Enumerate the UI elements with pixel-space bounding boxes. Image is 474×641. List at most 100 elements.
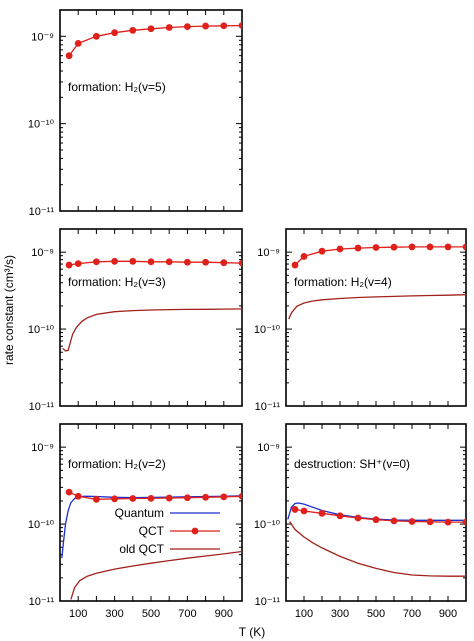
series-qct (65, 257, 242, 269)
data-point (147, 258, 155, 266)
panel-annotation: formation: H₂(v=5) (68, 80, 166, 94)
data-point (65, 52, 73, 60)
panel-annotation: formation: H₂(v=3) (68, 275, 166, 289)
series-qct (65, 22, 242, 60)
series-old-qct (70, 550, 242, 600)
data-point (202, 22, 210, 30)
series-qct (291, 243, 466, 269)
data-point (93, 495, 100, 503)
data-point (238, 492, 242, 500)
data-point (129, 26, 137, 34)
y-tick-label: 10⁻¹¹ (29, 596, 55, 608)
data-point (111, 29, 118, 37)
x-tick-label: 900 (439, 608, 457, 620)
y-tick-label: 10⁻¹¹ (255, 401, 281, 413)
x-tick-label: 700 (178, 608, 196, 620)
x-tick-label: 100 (295, 608, 313, 620)
panel-annotation: formation: H₂(v=2) (68, 457, 166, 471)
panel-h2v2: 10⁻⁹ 10⁻¹⁰ 10⁻¹¹ 100 300 500 700 900 formation: … (28, 423, 243, 620)
panel-h2v4: 10⁻⁹ 10⁻¹⁰ 10⁻¹¹ formation: H₂(v=4) (254, 228, 467, 413)
data-point (300, 253, 308, 260)
legend-label: QCT (139, 524, 165, 538)
plot-frame (285, 228, 467, 407)
data-point (462, 243, 466, 251)
panel-h2v5: 10⁻⁹ 10⁻¹⁰ 10⁻¹¹ formation: H₂(v=5) (28, 9, 243, 218)
data-point (129, 257, 137, 265)
data-point (372, 516, 380, 524)
data-point (111, 495, 118, 503)
data-point (426, 518, 434, 526)
y-axis-label: rate constant (cm³/s) (2, 255, 16, 365)
data-point (318, 509, 326, 517)
data-point (93, 32, 100, 40)
data-point (390, 243, 398, 251)
legend-marker (191, 527, 199, 535)
data-point (291, 261, 299, 269)
x-tick-label: 300 (105, 608, 123, 620)
series-line (288, 294, 466, 320)
y-tick-label: 10⁻¹⁰ (254, 324, 281, 336)
data-point (336, 245, 344, 253)
series-line (289, 521, 466, 577)
series-old-qct (288, 294, 466, 320)
data-point (372, 244, 380, 251)
series-line (68, 24, 242, 57)
data-point (184, 23, 191, 31)
data-point (147, 494, 155, 502)
data-point (220, 22, 228, 30)
legend-label: old QCT (119, 542, 164, 556)
data-point (354, 514, 362, 522)
data-point (408, 518, 416, 525)
data-point (354, 244, 362, 252)
panel-annotation: formation: H₂(v=4) (294, 275, 392, 289)
data-point (220, 493, 228, 501)
data-point (111, 257, 118, 265)
series-line (70, 550, 242, 600)
data-point (93, 258, 100, 266)
series-line (62, 308, 242, 352)
data-point (129, 495, 137, 502)
data-point (336, 512, 344, 520)
panel-annotation: destruction: SH⁺(v=0) (294, 457, 410, 471)
data-point (390, 517, 398, 525)
y-tick-label: 10⁻⁹ (257, 442, 280, 454)
data-point (165, 494, 173, 502)
series-old-qct (62, 308, 242, 352)
data-point (147, 25, 155, 33)
data-point (184, 258, 191, 266)
data-point (202, 493, 210, 501)
x-tick-label: 500 (367, 608, 385, 620)
y-tick-label: 10⁻¹¹ (29, 401, 55, 413)
data-point (426, 243, 434, 251)
series-old-qct (289, 521, 466, 577)
x-axis-label: T (K) (239, 625, 265, 639)
y-tick-label: 10⁻¹⁰ (28, 324, 55, 336)
y-tick-label: 10⁻⁹ (31, 442, 54, 454)
y-tick-label: 10⁻⁹ (31, 31, 54, 43)
x-tick-label: 100 (69, 608, 87, 620)
data-point (318, 247, 326, 255)
y-tick-label: 10⁻¹¹ (255, 596, 281, 608)
data-point (74, 492, 82, 500)
series-qct (291, 506, 466, 526)
x-tick-label: 300 (331, 608, 349, 620)
data-point (444, 518, 452, 526)
data-point (65, 488, 73, 496)
data-point (202, 258, 210, 266)
data-point (220, 259, 228, 267)
data-point (165, 24, 173, 31)
data-point (74, 39, 82, 47)
data-point (165, 258, 173, 266)
series-qct (65, 488, 242, 503)
legend-label: Quantum (115, 506, 164, 520)
data-point (444, 243, 452, 251)
data-point (74, 260, 82, 267)
panel-h2v3: 10⁻⁹ 10⁻¹⁰ 10⁻¹¹ formation: H₂(v=3) (28, 228, 243, 413)
panel-shplus: 10⁻⁹ 10⁻¹⁰ 10⁻¹¹ 100 300 500 700 900 destruction… (254, 423, 467, 620)
legend: Quantum QCT old QCT (115, 506, 220, 556)
y-tick-label: 10⁻⁹ (31, 247, 54, 259)
data-point (300, 507, 308, 515)
y-tick-label: 10⁻¹¹ (29, 206, 55, 218)
x-tick-label: 500 (142, 608, 160, 620)
